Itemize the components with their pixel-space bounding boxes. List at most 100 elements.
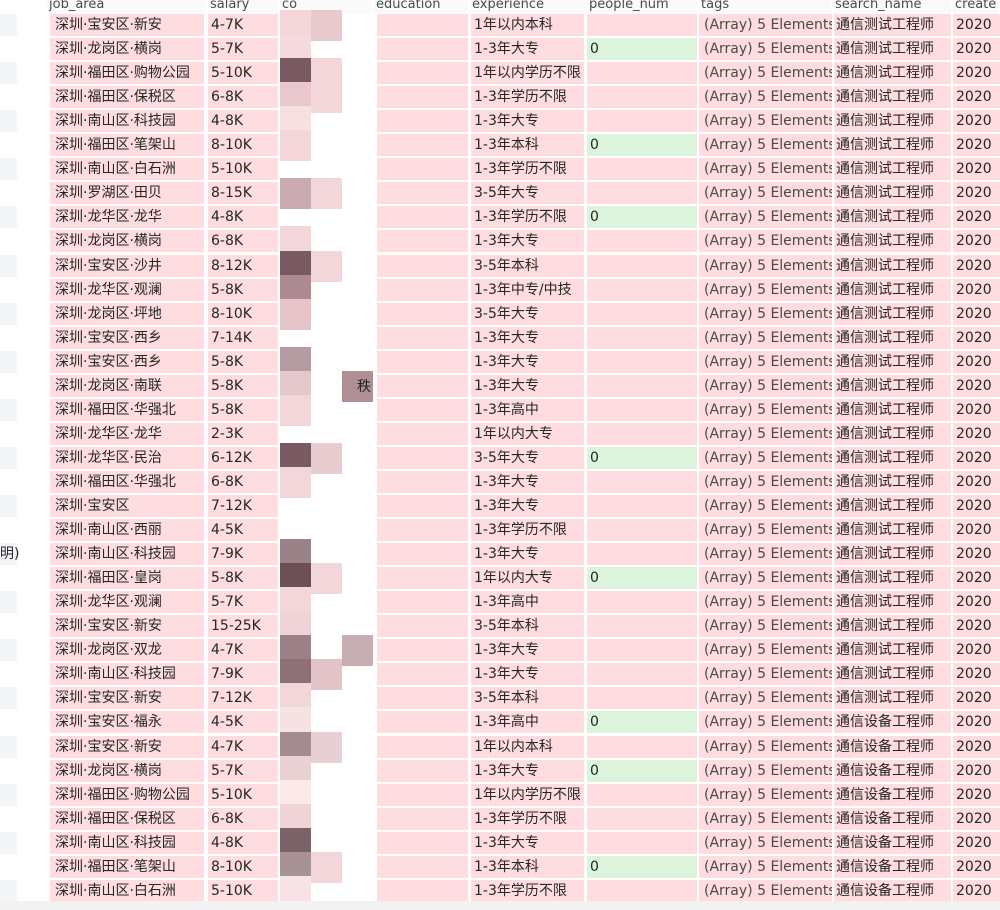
cell-job-area[interactable]: 深圳·宝安区·沙井 <box>50 255 204 277</box>
cell-left-clipped[interactable] <box>0 856 46 878</box>
cell-search-name[interactable]: 通信测试工程师 <box>834 158 951 180</box>
cell-left-clipped[interactable] <box>0 880 46 902</box>
cell-education[interactable] <box>377 230 468 252</box>
cell-job-area[interactable]: 深圳·福田区·华强北 <box>50 471 204 493</box>
cell-people-num[interactable] <box>587 543 697 565</box>
cell-tags[interactable]: (Array) 5 Elements <box>699 447 832 469</box>
cell-search-name[interactable]: 通信测试工程师 <box>834 639 951 661</box>
cell-education[interactable] <box>377 471 468 493</box>
cell-people-num[interactable] <box>587 832 697 854</box>
cell-people-num[interactable] <box>587 62 697 84</box>
cell-tags[interactable]: (Array) 5 Elements <box>699 856 832 878</box>
cell-tags[interactable]: (Array) 5 Elements <box>699 255 832 277</box>
cell-create-time[interactable]: 2020 <box>953 808 1000 830</box>
cell-create-time[interactable]: 2020 <box>953 447 1000 469</box>
cell-left-clipped[interactable] <box>0 110 46 132</box>
cell-people-num[interactable] <box>587 423 697 445</box>
cell-search-name[interactable]: 通信测试工程师 <box>834 519 951 541</box>
cell-job-area[interactable]: 深圳·福田区·保税区 <box>50 808 204 830</box>
cell-create-time[interactable]: 2020 <box>953 711 1000 733</box>
cell-job-area[interactable]: 深圳·福田区·华强北 <box>50 399 204 421</box>
cell-search-name[interactable]: 通信测试工程师 <box>834 543 951 565</box>
cell-people-num[interactable] <box>587 14 697 36</box>
cell-salary[interactable]: 8-10K <box>208 856 278 878</box>
cell-left-clipped[interactable] <box>0 832 46 854</box>
cell-education[interactable] <box>377 880 468 902</box>
cell-create-time[interactable]: 2020 <box>953 158 1000 180</box>
cell-left-clipped[interactable] <box>0 158 46 180</box>
cell-experience[interactable]: 1年以内本科 <box>471 736 584 758</box>
cell-people-num[interactable]: 0 <box>587 206 697 228</box>
cell-left-clipped[interactable] <box>0 736 46 758</box>
cell-education[interactable] <box>377 14 468 36</box>
cell-experience[interactable]: 1-3年学历不限 <box>471 206 584 228</box>
cell-salary[interactable]: 4-8K <box>208 110 278 132</box>
column-header-people-num[interactable]: people_num <box>587 0 699 13</box>
cell-experience[interactable]: 1-3年大专 <box>471 639 584 661</box>
cell-people-num[interactable] <box>587 255 697 277</box>
cell-tags[interactable]: (Array) 5 Elements <box>699 784 832 806</box>
cell-search-name[interactable]: 通信测试工程师 <box>834 110 951 132</box>
cell-tags[interactable]: (Array) 5 Elements <box>699 14 832 36</box>
cell-experience[interactable]: 1-3年大专 <box>471 760 584 782</box>
cell-people-num[interactable] <box>587 375 697 397</box>
cell-experience[interactable]: 1-3年高中 <box>471 399 584 421</box>
cell-left-clipped[interactable] <box>0 86 46 108</box>
column-header-tags[interactable]: tags <box>699 0 833 13</box>
cell-left-clipped[interactable] <box>0 38 46 60</box>
cell-experience[interactable]: 1-3年大专 <box>471 110 584 132</box>
cell-education[interactable] <box>377 182 468 204</box>
cell-education[interactable] <box>377 351 468 373</box>
cell-job-area[interactable]: 深圳·龙华区·龙华 <box>50 206 204 228</box>
cell-create-time[interactable]: 2020 <box>953 639 1000 661</box>
cell-salary[interactable]: 6-12K <box>208 447 278 469</box>
cell-job-area[interactable]: 深圳·福田区·笔架山 <box>50 134 204 156</box>
cell-job-area[interactable]: 深圳·南山区·科技园 <box>50 110 204 132</box>
cell-experience[interactable]: 1-3年高中 <box>471 711 584 733</box>
cell-search-name[interactable]: 通信测试工程师 <box>834 423 951 445</box>
cell-job-area[interactable]: 深圳·龙岗区·双龙 <box>50 639 204 661</box>
cell-salary[interactable]: 4-8K <box>208 832 278 854</box>
cell-create-time[interactable]: 2020 <box>953 38 1000 60</box>
column-header-experience[interactable]: experience <box>470 0 587 13</box>
cell-job-area[interactable]: 深圳·福田区·笔架山 <box>50 856 204 878</box>
cell-left-clipped[interactable] <box>0 14 46 36</box>
cell-search-name[interactable]: 通信设备工程师 <box>834 760 951 782</box>
cell-salary[interactable]: 5-8K <box>208 399 278 421</box>
cell-people-num[interactable] <box>587 86 697 108</box>
cell-people-num[interactable] <box>587 230 697 252</box>
cell-education[interactable] <box>377 808 468 830</box>
cell-left-clipped[interactable] <box>0 279 46 301</box>
cell-education[interactable] <box>377 543 468 565</box>
cell-job-area[interactable]: 深圳·宝安区 <box>50 495 204 517</box>
cell-experience[interactable]: 1-3年大专 <box>471 663 584 685</box>
cell-create-time[interactable]: 2020 <box>953 110 1000 132</box>
cell-experience[interactable]: 1年以内本科 <box>471 14 584 36</box>
cell-search-name[interactable]: 通信测试工程师 <box>834 303 951 325</box>
cell-salary[interactable]: 8-10K <box>208 303 278 325</box>
cell-experience[interactable]: 1-3年学历不限 <box>471 808 584 830</box>
cell-create-time[interactable]: 2020 <box>953 62 1000 84</box>
cell-create-time[interactable]: 2020 <box>953 134 1000 156</box>
cell-experience[interactable]: 3-5年大专 <box>471 182 584 204</box>
cell-tags[interactable]: (Array) 5 Elements <box>699 327 832 349</box>
cell-left-clipped[interactable] <box>0 206 46 228</box>
cell-create-time[interactable]: 2020 <box>953 327 1000 349</box>
cell-people-num[interactable]: 0 <box>587 38 697 60</box>
cell-create-time[interactable]: 2020 <box>953 303 1000 325</box>
cell-job-area[interactable]: 深圳·宝安区·新安 <box>50 687 204 709</box>
cell-left-clipped[interactable] <box>0 230 46 252</box>
cell-create-time[interactable]: 2020 <box>953 519 1000 541</box>
cell-people-num[interactable] <box>587 663 697 685</box>
cell-education[interactable] <box>377 279 468 301</box>
cell-create-time[interactable]: 2020 <box>953 784 1000 806</box>
cell-left-clipped[interactable] <box>0 62 46 84</box>
cell-salary[interactable]: 8-10K <box>208 134 278 156</box>
cell-education[interactable] <box>377 206 468 228</box>
cell-education[interactable] <box>377 760 468 782</box>
cell-people-num[interactable] <box>587 471 697 493</box>
cell-left-clipped[interactable] <box>0 760 46 782</box>
cell-education[interactable] <box>377 519 468 541</box>
cell-education[interactable] <box>377 38 468 60</box>
cell-education[interactable] <box>377 736 468 758</box>
